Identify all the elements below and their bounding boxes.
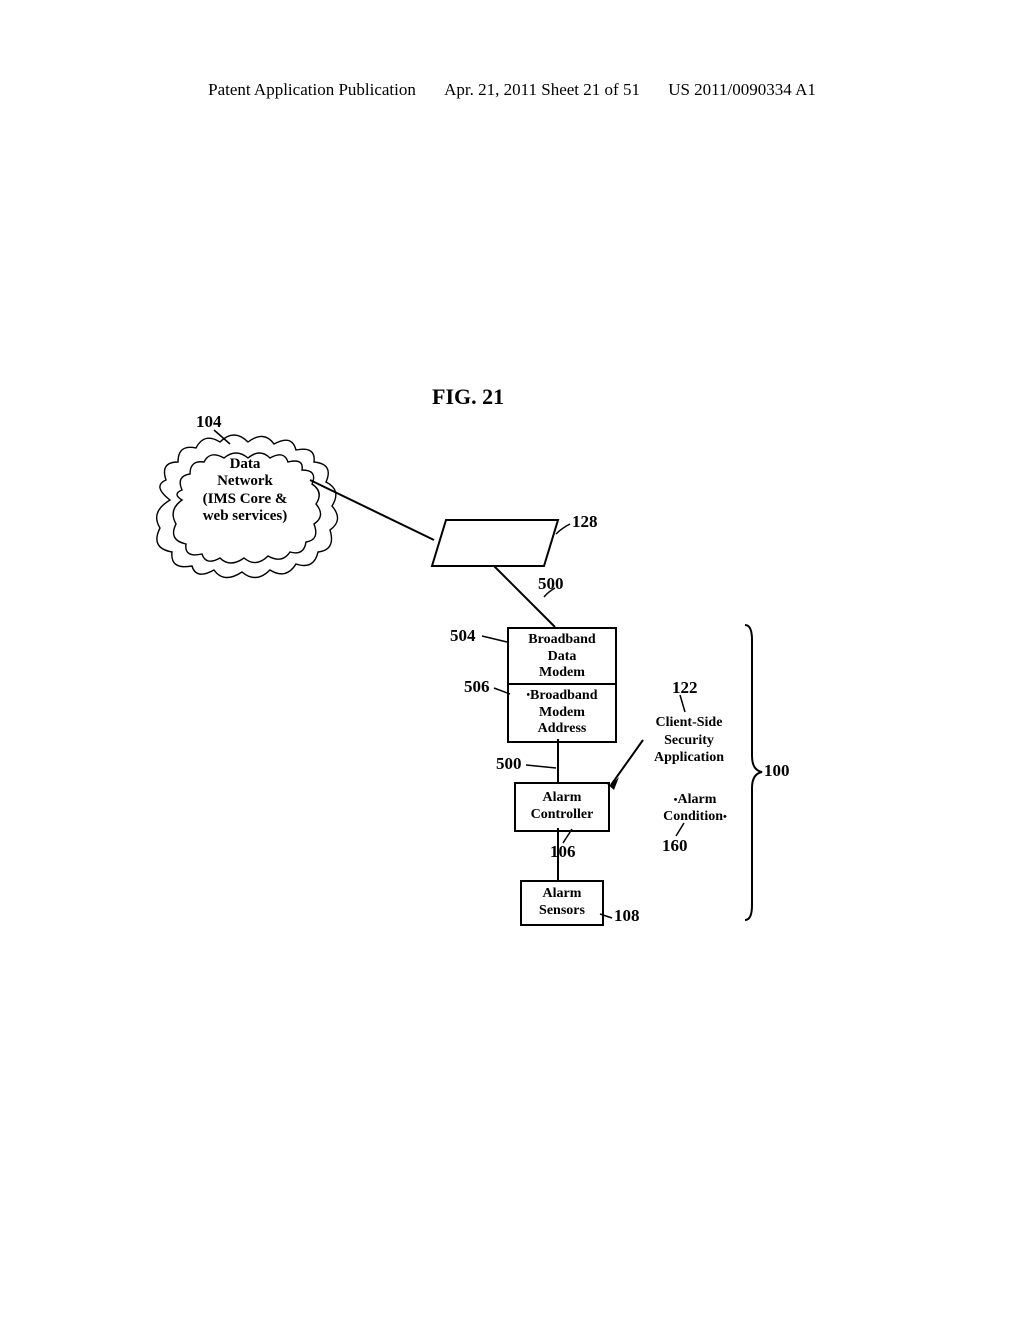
header-center: Apr. 21, 2011 Sheet 21 of 51 — [444, 80, 640, 99]
alarm-controller-line-0: Alarm — [543, 790, 582, 807]
alarm-controller-line-1: Controller — [531, 807, 594, 824]
alarm-message-label: Alarm Message — [458, 526, 530, 560]
client-app-line-0: Client-Side — [656, 715, 723, 730]
ref-500-upper: 500 — [538, 574, 564, 594]
alarm-message-line-0: Alarm — [475, 526, 514, 541]
modem-address-line-0: Broadband — [530, 688, 597, 705]
broadband-modem-line-0: Broadband — [528, 632, 595, 649]
header-right: US 2011/0090334 A1 — [668, 80, 816, 99]
figure-title: FIG. 21 — [432, 384, 504, 410]
page-header: Patent Application Publication Apr. 21, … — [0, 80, 1024, 100]
alarm-condition-l1: Condition — [663, 809, 723, 824]
client-app-line-1: Security — [664, 733, 714, 748]
alarm-message-line-1: Message — [469, 543, 520, 558]
ref-104: 104 — [196, 412, 222, 432]
ref-160: 160 — [662, 836, 688, 856]
modem-address-line-1: Modem — [539, 705, 585, 722]
cloud-line-2: (IMS Core & — [203, 491, 288, 507]
alarm-condition-label: •Alarm Condition• — [650, 792, 740, 826]
alarm-condition-l0: Alarm — [677, 792, 716, 807]
alarm-sensors-box: Alarm Sensors — [520, 880, 604, 926]
header-left: Patent Application Publication — [208, 80, 416, 99]
ref-504: 504 — [450, 626, 476, 646]
broadband-modem-line-2: Modem — [539, 665, 585, 682]
cloud-line-0: Data — [230, 456, 261, 472]
cloud-line-3: web services) — [203, 508, 288, 524]
cloud-label: Data Network (IMS Core & web services) — [188, 456, 302, 525]
alarm-sensors-line-0: Alarm — [543, 886, 582, 903]
modem-address-box: • Broadband Modem Address — [507, 683, 617, 743]
alarm-sensors-line-1: Sensors — [539, 903, 585, 920]
ref-122: 122 — [672, 678, 698, 698]
bracket-icon — [745, 625, 762, 920]
cloud-line-1: Network — [217, 473, 273, 489]
client-app-label: Client-Side Security Application — [645, 714, 733, 767]
broadband-modem-box: Broadband Data Modem — [507, 627, 617, 687]
ref-128: 128 — [572, 512, 598, 532]
client-app-line-2: Application — [654, 750, 724, 765]
modem-address-line-2: Address — [538, 721, 587, 738]
ref-108: 108 — [614, 906, 640, 926]
ref-106: 106 — [550, 842, 576, 862]
ref-100: 100 — [764, 761, 790, 781]
alarm-controller-box: Alarm Controller — [514, 782, 610, 832]
ref-500-lower: 500 — [496, 754, 522, 774]
broadband-modem-line-1: Data — [548, 649, 577, 666]
ref-506: 506 — [464, 677, 490, 697]
